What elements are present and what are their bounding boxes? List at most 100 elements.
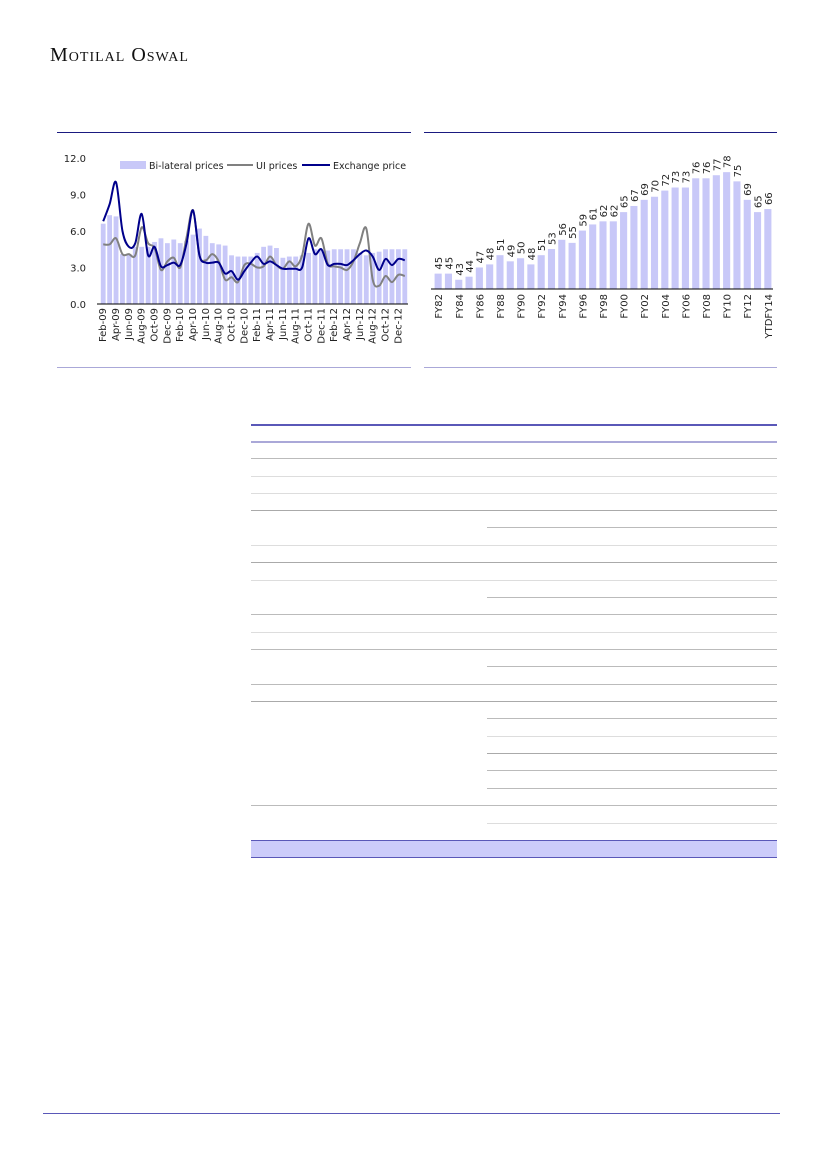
data-label: 73 bbox=[671, 171, 682, 184]
x-tick-label: Apr-11 bbox=[265, 308, 276, 341]
data-label: 65 bbox=[754, 195, 765, 208]
data-label: 69 bbox=[743, 183, 754, 196]
x-tick-label: FY12 bbox=[743, 294, 754, 319]
data-label: 78 bbox=[723, 155, 734, 168]
bar bbox=[609, 221, 617, 289]
x-tick-label: Dec-12 bbox=[393, 308, 404, 344]
chart1-top-rule bbox=[57, 132, 411, 133]
bar bbox=[578, 230, 586, 289]
x-tick-label: FY02 bbox=[640, 294, 651, 319]
bilateral-bar bbox=[312, 249, 318, 304]
table-row-rule bbox=[251, 545, 777, 546]
x-tick-label: Jun-11 bbox=[278, 308, 289, 341]
x-tick-label: Oct-11 bbox=[304, 308, 315, 342]
bar bbox=[753, 212, 762, 289]
bilateral-bar bbox=[222, 245, 228, 304]
data-label: 76 bbox=[702, 162, 713, 175]
charts-canvas: 0.0 3.0 6.0 9.0 12.0 Feb-09 Apr-09 Jun-09 Aug-09… bbox=[64, 154, 775, 344]
legend-bilateral-swatch bbox=[120, 161, 146, 169]
table-row-rule bbox=[251, 441, 777, 443]
data-label: 53 bbox=[547, 232, 558, 245]
table-row-rule bbox=[251, 649, 777, 650]
x-tick-label: Apr-10 bbox=[188, 308, 199, 341]
bilateral-bar bbox=[389, 249, 395, 304]
x-tick-label: Oct-12 bbox=[381, 308, 392, 342]
table-row-rule bbox=[251, 458, 777, 459]
bar bbox=[506, 261, 514, 289]
data-label: 45 bbox=[444, 257, 455, 270]
x-tick-label: Aug-12 bbox=[368, 308, 379, 344]
bar bbox=[475, 267, 483, 289]
x-tick-label: FY84 bbox=[455, 294, 466, 319]
legend-ui-label: UI prices bbox=[256, 161, 297, 172]
x-tick-label: Feb-09 bbox=[98, 308, 109, 342]
chart2-bottom-rule bbox=[424, 367, 777, 368]
bar bbox=[640, 199, 648, 289]
bar bbox=[486, 264, 494, 289]
bilateral-bar bbox=[338, 249, 344, 304]
x-tick-label: FY10 bbox=[723, 294, 734, 319]
bilateral-bar bbox=[261, 246, 267, 304]
bilateral-bar bbox=[209, 243, 215, 304]
data-label: 69 bbox=[640, 183, 651, 196]
bilateral-bar bbox=[197, 228, 202, 304]
data-label: 49 bbox=[506, 245, 517, 258]
table-row-rule bbox=[487, 736, 777, 737]
bilateral-bar bbox=[254, 252, 260, 304]
x-tick-label: FY98 bbox=[599, 294, 610, 319]
table-total-row bbox=[251, 840, 777, 858]
table-row-rule bbox=[251, 805, 777, 806]
bilateral-bar bbox=[318, 250, 324, 304]
bar bbox=[537, 255, 545, 289]
table-row-rule bbox=[487, 666, 777, 667]
x-tick-label: Feb-12 bbox=[329, 308, 340, 342]
bilateral-bar bbox=[293, 256, 299, 304]
chart2-top-rule bbox=[424, 132, 777, 133]
x-tick-label: FY88 bbox=[496, 294, 507, 319]
bar bbox=[568, 242, 576, 289]
table-row-rule bbox=[487, 753, 777, 754]
bar bbox=[733, 181, 741, 289]
x-tick-label: Apr-09 bbox=[111, 308, 122, 341]
data-label: 62 bbox=[609, 205, 620, 218]
chart1-bottom-rule bbox=[57, 367, 411, 368]
bilateral-bar bbox=[280, 257, 286, 304]
bilateral-bar bbox=[145, 246, 151, 304]
bar bbox=[527, 264, 535, 289]
x-tick-label: Aug-11 bbox=[291, 308, 302, 344]
brand-logo: Motilal Oswal bbox=[50, 44, 189, 66]
bar bbox=[743, 199, 751, 289]
data-label: 73 bbox=[681, 171, 692, 184]
x-tick-label: FY90 bbox=[517, 294, 528, 319]
data-label: 43 bbox=[455, 263, 466, 276]
bar bbox=[455, 279, 463, 289]
bilateral-bar bbox=[113, 216, 119, 304]
data-label: 62 bbox=[599, 205, 610, 218]
bar bbox=[692, 178, 700, 289]
bilateral-bar bbox=[229, 255, 234, 304]
bilateral-bar bbox=[363, 255, 369, 304]
bilateral-bar bbox=[248, 256, 254, 304]
x-tick-label: Aug-09 bbox=[137, 308, 148, 344]
table-row-rule bbox=[251, 493, 777, 494]
bar bbox=[444, 273, 453, 289]
x-tick-label: Feb-11 bbox=[252, 308, 263, 342]
data-label: 61 bbox=[589, 208, 600, 221]
bilateral-bar bbox=[203, 235, 209, 304]
bilateral-bar bbox=[184, 240, 190, 304]
x-tick-label: Dec-11 bbox=[316, 308, 327, 344]
bilateral-bar bbox=[331, 249, 337, 304]
x-tick-label: FY06 bbox=[681, 294, 692, 319]
table-row-rule bbox=[487, 823, 777, 824]
bilateral-bar bbox=[132, 246, 138, 304]
x-tick-label: Apr-12 bbox=[342, 308, 353, 341]
y-tick-label: 12.0 bbox=[64, 154, 86, 165]
bilateral-bar bbox=[171, 239, 177, 304]
x-tick-label: Jun-09 bbox=[124, 308, 135, 341]
x-tick-label: FY92 bbox=[537, 294, 548, 319]
bar bbox=[589, 224, 597, 289]
data-label: 51 bbox=[537, 238, 548, 251]
bilateral-bar bbox=[139, 246, 145, 304]
table-row-rule bbox=[487, 718, 777, 719]
